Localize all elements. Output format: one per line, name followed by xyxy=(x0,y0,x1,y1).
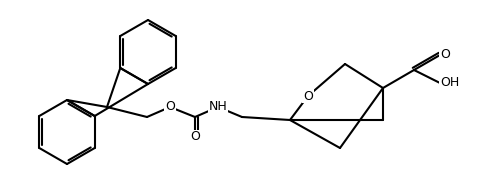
Text: O: O xyxy=(165,101,175,114)
Text: OH: OH xyxy=(440,77,459,89)
Text: O: O xyxy=(303,89,313,102)
Text: NH: NH xyxy=(209,101,227,114)
Text: O: O xyxy=(190,130,200,143)
Text: O: O xyxy=(440,49,450,61)
